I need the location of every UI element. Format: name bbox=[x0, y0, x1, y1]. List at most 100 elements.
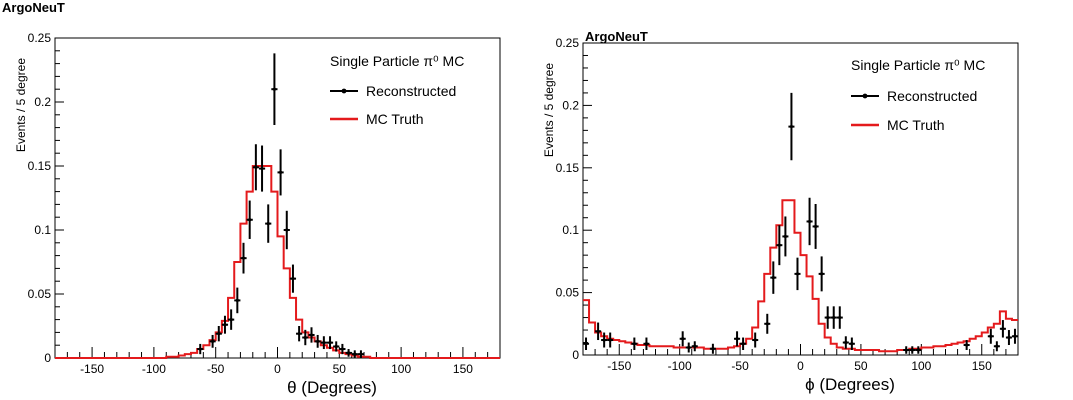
legend-header: Single Particle π⁰ MC bbox=[851, 57, 985, 73]
chart-svg: -150 -100 -50 0 50 100 150 0 0.05 0.1 0.15 0.2 0.25 ϕ… bbox=[542, 29, 1019, 394]
y-tick-label: 0.2 bbox=[34, 95, 51, 109]
data-marker bbox=[272, 87, 277, 91]
reconstructed-point bbox=[265, 204, 272, 243]
data-marker bbox=[303, 335, 307, 340]
data-marker bbox=[328, 341, 332, 345]
data-marker bbox=[693, 344, 697, 348]
data-marker bbox=[229, 318, 233, 322]
reconstructed-point bbox=[788, 92, 795, 161]
x-tick-label: -100 bbox=[142, 362, 166, 376]
data-marker bbox=[783, 234, 787, 239]
legend: Single Particle π⁰ MC Reconstructed MC Tru… bbox=[330, 53, 464, 127]
mc-truth-histogram bbox=[583, 199, 1018, 353]
data-marker bbox=[989, 334, 993, 338]
data-marker bbox=[1007, 335, 1011, 340]
data-marker bbox=[820, 272, 824, 276]
reconstructed-point bbox=[709, 343, 716, 354]
data-marker bbox=[316, 339, 320, 343]
reconstructed-point bbox=[812, 203, 819, 249]
y-tick-label: 0.15 bbox=[28, 159, 52, 173]
data-marker bbox=[346, 351, 351, 355]
data-marker bbox=[832, 315, 836, 320]
y-axis-title: Events / 5 degree bbox=[542, 63, 556, 157]
reconstructed-point bbox=[197, 343, 204, 355]
legend-reconstructed-marker bbox=[862, 93, 868, 99]
reconstructed-point bbox=[963, 340, 970, 351]
reconstructed-point bbox=[320, 336, 327, 350]
reconstructed-point bbox=[993, 341, 1000, 352]
y-tick-label: 0.1 bbox=[34, 223, 51, 237]
data-marker bbox=[309, 333, 314, 337]
data-marker bbox=[771, 276, 775, 280]
data-marker bbox=[260, 166, 264, 171]
legend-reconstructed-label: Reconstructed bbox=[887, 88, 977, 104]
reconstructed-point bbox=[357, 350, 365, 358]
data-marker bbox=[777, 243, 781, 247]
x-tick-label: -150 bbox=[607, 359, 631, 373]
legend-mc-truth-label: MC Truth bbox=[366, 111, 424, 127]
data-marker bbox=[741, 342, 745, 346]
data-marker bbox=[916, 348, 920, 352]
reconstructed-point bbox=[794, 257, 801, 291]
data-marker bbox=[248, 218, 252, 222]
reconstructed-point bbox=[333, 341, 340, 352]
reconstructed-point bbox=[228, 309, 235, 330]
data-marker bbox=[735, 337, 739, 341]
data-marker bbox=[765, 322, 769, 326]
data-marker bbox=[334, 344, 338, 349]
x-tick-label: 100 bbox=[911, 359, 931, 373]
theta-distribution-chart: -150 -100 -50 0 50 100 150 0 0.05 0.1 0.15 0.2 0.25 θ… bbox=[0, 0, 536, 400]
y-tick-label: 0.1 bbox=[562, 223, 579, 237]
reconstructed-point bbox=[234, 287, 241, 314]
x-tick-label: 0 bbox=[797, 359, 804, 373]
x-tick-label: 0 bbox=[274, 362, 281, 376]
data-marker bbox=[211, 339, 215, 343]
reconstructed-point bbox=[607, 332, 614, 348]
x-tick-label: -150 bbox=[80, 362, 104, 376]
y-tick-label: 0 bbox=[572, 348, 579, 362]
reconstructed-point bbox=[339, 343, 346, 355]
reconstructed-point bbox=[740, 337, 747, 351]
data-marker bbox=[681, 337, 685, 341]
data-marker bbox=[235, 298, 239, 302]
reconstructed-point bbox=[252, 144, 259, 191]
data-marker bbox=[995, 344, 999, 348]
legend-mc-truth-label: MC Truth bbox=[887, 117, 945, 133]
reconstructed-point bbox=[734, 331, 741, 347]
data-marker bbox=[596, 329, 600, 333]
phi-distribution-chart: -150 -100 -50 0 50 100 150 0 0.05 0.1 0.15 0.2 0.25 ϕ… bbox=[536, 0, 1073, 400]
y-tick-label: 0.2 bbox=[562, 98, 579, 112]
reconstructed-point bbox=[836, 306, 843, 329]
reconstructed-point bbox=[1011, 328, 1018, 344]
data-marker bbox=[297, 332, 301, 336]
chart-title: ArgoNeuT bbox=[2, 0, 65, 15]
y-tick-label: 0.05 bbox=[556, 286, 580, 300]
reconstructed-point bbox=[782, 216, 789, 257]
reconstructed-point bbox=[770, 261, 777, 294]
legend-reconstructed-label: Reconstructed bbox=[366, 83, 456, 99]
data-marker bbox=[632, 342, 636, 346]
y-tick-label: 0.25 bbox=[556, 36, 580, 50]
data-marker bbox=[322, 341, 326, 345]
reconstructed-point bbox=[296, 326, 303, 342]
data-marker bbox=[353, 352, 357, 356]
x-tick-label: 50 bbox=[854, 359, 868, 373]
reconstructed-point bbox=[271, 53, 278, 126]
chart-title: ArgoNeuT bbox=[585, 29, 648, 44]
reconstructed-point bbox=[308, 327, 315, 343]
chart-svg: -150 -100 -50 0 50 100 150 0 0.05 0.1 0.15 0.2 0.25 θ… bbox=[2, 0, 501, 397]
data-marker bbox=[789, 125, 794, 129]
data-marker bbox=[711, 347, 715, 351]
x-tick-label: -100 bbox=[668, 359, 692, 373]
reconstructed-point bbox=[679, 331, 686, 347]
data-marker bbox=[687, 345, 691, 350]
reconstructed-point bbox=[915, 346, 922, 354]
reconstructed-point bbox=[302, 329, 309, 346]
reconstructed-point bbox=[830, 306, 837, 329]
data-marker bbox=[850, 342, 854, 346]
data-marker bbox=[844, 340, 848, 345]
reconstructed-point bbox=[806, 197, 813, 246]
y-tick-label: 0.25 bbox=[28, 31, 52, 45]
reconstructed-point bbox=[277, 149, 284, 196]
x-tick-label: -50 bbox=[207, 362, 225, 376]
